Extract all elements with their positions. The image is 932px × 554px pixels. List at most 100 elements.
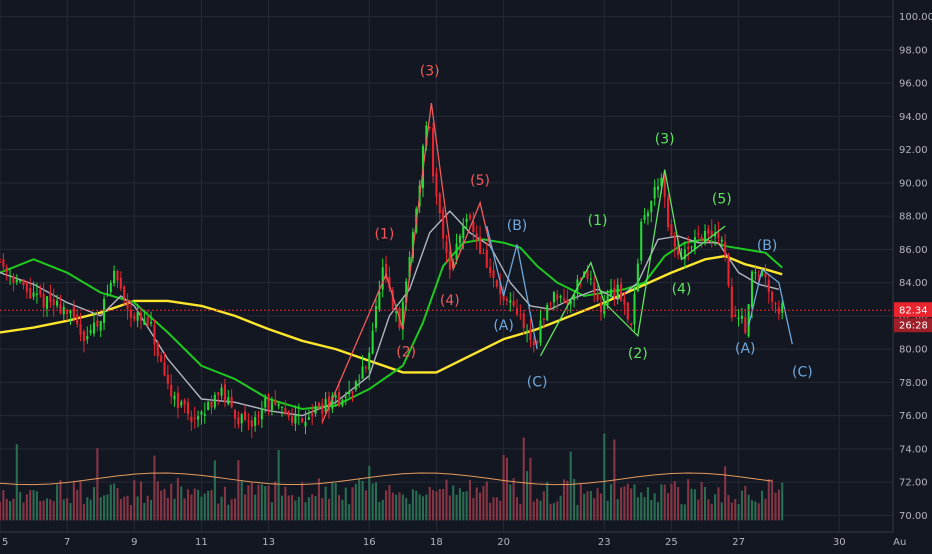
wave-label-blue: (A) <box>493 318 514 334</box>
volume-bar <box>435 491 438 521</box>
candle-body <box>482 253 485 255</box>
candle-body <box>549 303 552 305</box>
candle-body <box>734 314 737 317</box>
volume-bar <box>556 501 559 521</box>
candle-body <box>747 304 750 337</box>
volume-bar <box>646 487 649 521</box>
candle-body <box>203 413 206 416</box>
candle-body <box>750 271 754 308</box>
candle-body <box>173 395 176 400</box>
volume-bar <box>522 437 525 521</box>
candle-body <box>569 300 572 305</box>
volume-bar <box>603 433 606 521</box>
ma-fast-line <box>0 210 780 417</box>
candle-body <box>744 317 747 334</box>
volume-bar <box>260 484 263 521</box>
volume-bar <box>76 489 79 521</box>
volume-bar <box>15 444 18 521</box>
candle-body <box>509 300 512 303</box>
countdown-tag <box>894 318 932 333</box>
candle-body <box>217 392 220 395</box>
volume-bar <box>707 499 710 521</box>
candle-body <box>730 286 733 318</box>
volume-bar <box>747 494 750 521</box>
volume-bar <box>166 497 169 521</box>
candle-body <box>445 241 448 254</box>
candle-body <box>358 379 361 381</box>
candle-body <box>754 272 757 274</box>
candle-body <box>368 352 371 370</box>
candle-body <box>388 277 391 289</box>
candle-body <box>777 307 780 315</box>
volume-bar <box>287 495 290 521</box>
volume-bar <box>438 488 441 521</box>
volume-bar <box>358 478 361 521</box>
candle-body <box>39 289 42 295</box>
candle-body <box>690 246 693 248</box>
volume-bar <box>640 492 643 521</box>
candle-body <box>237 417 240 425</box>
volume-bar <box>267 485 270 521</box>
volume-bar <box>411 489 414 521</box>
volume-bar <box>163 488 166 521</box>
volume-bar <box>183 498 186 521</box>
candle-body <box>52 299 55 306</box>
volume-bar <box>626 483 629 521</box>
candle-body <box>640 221 643 261</box>
volume-bar <box>562 479 566 521</box>
volume-bar <box>512 478 515 521</box>
candle-body <box>432 127 435 177</box>
candle-body <box>740 315 743 319</box>
volume-bar <box>139 481 143 521</box>
candle-body <box>22 279 25 286</box>
wave-label-green: (1) <box>588 213 608 229</box>
volume-bar <box>596 488 599 521</box>
volume-bar <box>690 488 693 521</box>
candle-body <box>576 279 579 291</box>
wave-label-blue: (A) <box>735 341 756 357</box>
candle-body <box>764 273 767 278</box>
candle-body <box>301 417 304 423</box>
candle-body <box>774 303 777 305</box>
candle-body <box>492 269 495 278</box>
volume-bar <box>79 481 82 521</box>
price-tick-label: 94.00 <box>899 112 928 123</box>
volume-bar <box>468 479 472 521</box>
candle-body <box>82 331 85 342</box>
volume-bar <box>264 486 267 521</box>
volume-bar <box>59 480 62 521</box>
volume-bar <box>583 493 586 521</box>
volume-bar <box>388 485 391 521</box>
volume-bar <box>371 483 374 521</box>
volume-bar <box>301 482 304 521</box>
candle-body <box>371 330 374 354</box>
volume-bar <box>515 497 519 521</box>
candle-body <box>378 291 381 310</box>
volume-bar <box>774 492 777 521</box>
candle-body <box>599 302 602 313</box>
volume-bar <box>217 503 220 521</box>
wave-path-green <box>539 169 726 357</box>
candle-body <box>495 280 498 287</box>
volume-bar <box>569 451 572 521</box>
volume-bar <box>200 496 203 521</box>
volume-bar <box>730 502 733 521</box>
wave-label-blue: (B) <box>507 218 528 234</box>
volume-bar <box>653 493 656 521</box>
candle-body <box>512 300 515 306</box>
volume-bar <box>143 502 146 521</box>
wave-path-red <box>321 102 491 423</box>
candle-body <box>589 278 592 280</box>
volume-bar <box>5 498 8 521</box>
volume-bar <box>109 484 112 521</box>
candle-body <box>160 355 163 362</box>
volume-bar <box>499 500 502 521</box>
candle-body <box>213 394 216 408</box>
volume-bar <box>240 480 243 521</box>
volume-bar <box>536 498 539 521</box>
candle-body <box>626 302 629 320</box>
candle-body <box>546 305 549 321</box>
candle-body <box>391 290 394 310</box>
